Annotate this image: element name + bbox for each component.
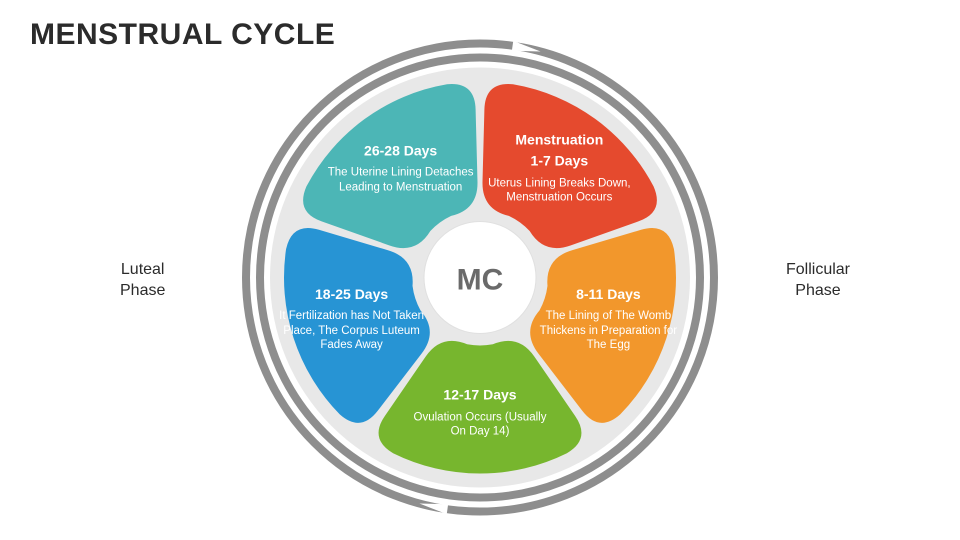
segment-ovulation: 12-17 DaysOvulation Occurs (Usually On D… [405,386,555,438]
center-label: MC [457,263,504,297]
cycle-diagram: Menstruation1-7 DaysUterus Lining Breaks… [240,38,720,523]
segment-follicular: 8-11 DaysThe Lining of The Womb Thickens… [533,286,683,353]
segment-premenstrual: 26-28 DaysThe Uterine Lining Detaches Le… [326,142,476,194]
right-phase-label: FollicularPhase [786,260,850,302]
left-phase-label: LutealPhase [120,260,165,302]
segment-menstruation: Menstruation1-7 DaysUterus Lining Breaks… [484,131,634,205]
segment-luteal: 18-25 DaysIt Fertilization has Not Taken… [277,286,427,353]
